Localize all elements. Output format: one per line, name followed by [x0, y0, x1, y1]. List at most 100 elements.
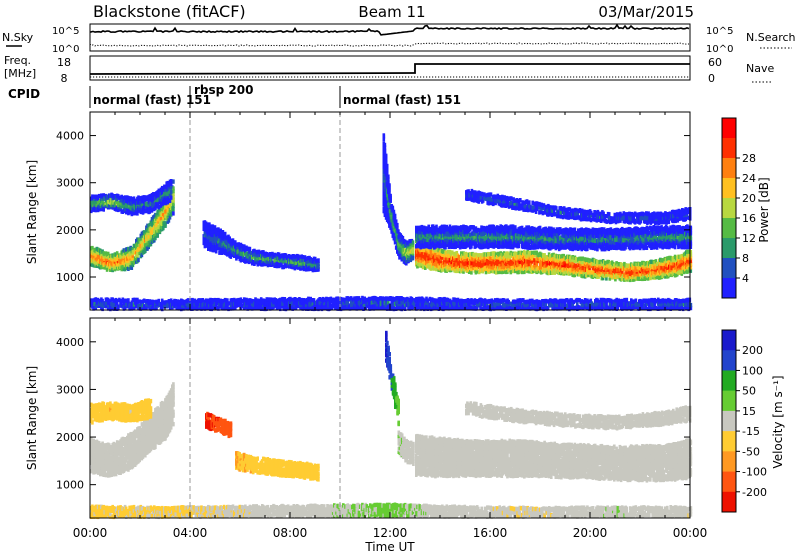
noise-search-label: N.Search: [746, 31, 796, 44]
power-cell: [545, 268, 549, 273]
power-cell: [167, 186, 171, 192]
power-cell: [157, 204, 161, 210]
power-cell: [551, 260, 554, 266]
power-heatmap-cells: [90, 133, 693, 312]
power-cell: [382, 133, 386, 138]
power-cell: [145, 204, 148, 209]
power-cell: [142, 230, 146, 235]
power-cell: [491, 257, 495, 262]
power-cell: [317, 264, 320, 269]
power-cell: [280, 262, 283, 267]
noise-left-tick-bottom: 10^0: [52, 44, 79, 55]
power-cell: [430, 258, 434, 263]
power-cell: [258, 250, 262, 255]
power-cell: [283, 255, 287, 261]
freq-left-tick-bottom: 8: [61, 72, 68, 85]
power-cell: [452, 225, 455, 230]
power-cell: [212, 248, 216, 253]
power-cell: [469, 252, 472, 257]
power-cell: [253, 248, 256, 254]
power-cell: [588, 269, 591, 274]
power-cell: [108, 258, 111, 263]
power-cell: [384, 153, 388, 158]
power-cell: [275, 263, 279, 269]
power-cell: [172, 191, 175, 197]
power-cell: [118, 262, 121, 267]
power-cell: [221, 230, 225, 235]
power-cell: [475, 269, 479, 274]
power-cell: [403, 239, 407, 244]
freq-left-tick-top: 18: [57, 56, 71, 69]
power-cell: [407, 244, 410, 249]
power-cell: [424, 265, 427, 270]
power-cell: [169, 183, 173, 189]
power-cell: [539, 259, 543, 264]
power-cell: [506, 261, 509, 266]
power-cell: [470, 266, 473, 272]
power-cell: [440, 255, 444, 260]
power-cell: [162, 225, 165, 231]
power-cell: [383, 142, 387, 148]
power-cell: [267, 262, 271, 267]
power-cell: [444, 262, 447, 267]
power-cell: [136, 252, 139, 258]
power-cell: [168, 198, 172, 203]
power-cell: [446, 249, 450, 255]
power-cell: [236, 245, 239, 250]
power-cell: [239, 255, 243, 260]
power-cell: [155, 223, 158, 228]
power-cell: [385, 168, 389, 173]
power-cell: [96, 254, 100, 259]
nave-label: Nave: [746, 62, 774, 75]
power-cell: [388, 187, 391, 193]
power-cell: [396, 226, 399, 231]
power-cell: [130, 246, 134, 252]
power-cell: [476, 259, 480, 265]
power-cell: [239, 258, 243, 263]
power-cell: [511, 268, 515, 274]
power-cell: [317, 258, 320, 263]
power-cell: [169, 181, 173, 186]
power-cell: [500, 259, 504, 264]
power-cell: [389, 198, 392, 203]
power-cell: [392, 209, 396, 215]
power-cell: [253, 261, 256, 266]
power-cell: [396, 222, 399, 228]
power-cell: [383, 210, 387, 215]
power-cell: [383, 145, 387, 150]
power-cell: [475, 243, 479, 248]
power-cell: [536, 256, 540, 261]
power-cell: [132, 196, 136, 201]
power-cell: [443, 255, 446, 261]
power-cell: [573, 272, 577, 278]
power-cell: [172, 194, 175, 200]
power-cell: [608, 276, 612, 281]
power-cell: [530, 259, 534, 264]
power-cell: [425, 260, 428, 266]
power-cell: [298, 255, 301, 260]
power-cell: [115, 199, 119, 204]
power-cell: [581, 256, 585, 261]
power-cell: [402, 257, 406, 262]
power-cell: [172, 201, 175, 206]
power-cell: [383, 148, 387, 153]
power-cell: [484, 269, 488, 275]
power-cell: [136, 203, 139, 208]
power-cell: [611, 270, 615, 276]
power-cell: [131, 253, 135, 258]
power-cell: [249, 251, 253, 256]
power-cell: [248, 246, 252, 252]
power-cell: [105, 256, 109, 262]
power-cell: [166, 194, 170, 199]
power-cell: [204, 236, 208, 241]
power-cell: [620, 269, 624, 274]
power-cell: [311, 267, 315, 273]
power-cell: [388, 201, 391, 207]
power-cell: [562, 253, 565, 259]
power-cell: [550, 226, 553, 231]
power-cell: [532, 254, 535, 259]
power-cell: [464, 251, 468, 257]
power-cell: [645, 245, 649, 250]
power-cell: [596, 262, 599, 267]
